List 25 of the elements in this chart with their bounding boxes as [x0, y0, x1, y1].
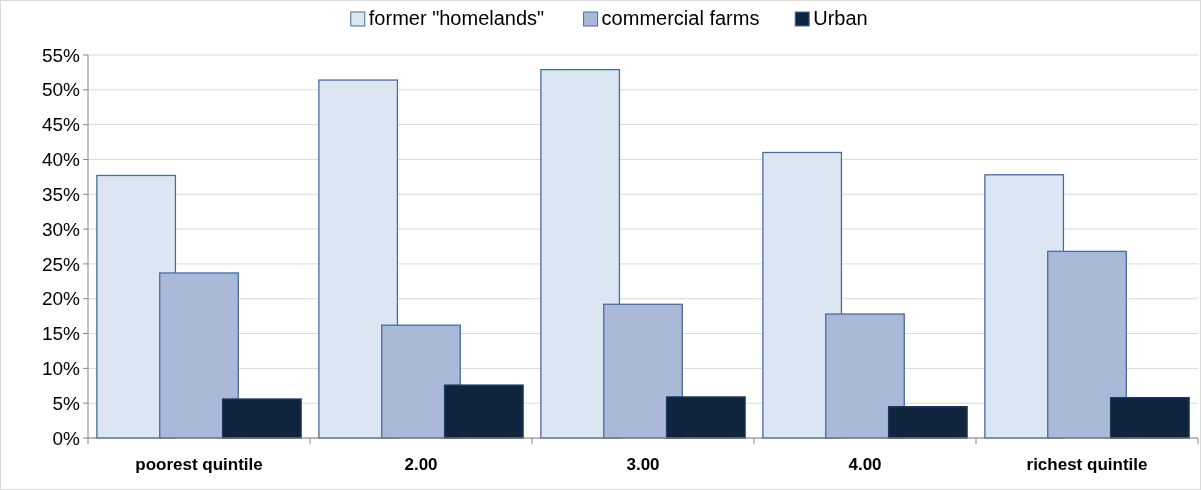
- y-tick-label: 45%: [41, 114, 81, 136]
- y-tick-label: 35%: [41, 183, 81, 205]
- x-tick-label: richest quintile: [1026, 455, 1148, 474]
- bar: [665, 396, 746, 439]
- y-tick-label: 50%: [41, 79, 81, 101]
- bar: [443, 384, 524, 439]
- legend-label: former "homelands": [368, 7, 545, 29]
- bar: [221, 398, 302, 439]
- y-tick-label: 20%: [41, 288, 81, 310]
- y-tick-label: 40%: [41, 149, 81, 171]
- y-tick-label: 0%: [52, 427, 81, 449]
- y-tick-label: 25%: [41, 253, 81, 275]
- y-tick-label: 30%: [41, 218, 81, 240]
- x-tick-label: poorest quintile: [135, 455, 263, 474]
- y-tick-label: 55%: [41, 44, 81, 66]
- y-tick-label: 10%: [41, 358, 81, 380]
- x-tick-label: 4.00: [848, 455, 882, 474]
- bar: [887, 406, 968, 439]
- x-tick-label: 2.00: [404, 455, 438, 474]
- x-tick-label: 3.00: [626, 455, 660, 474]
- y-tick-label: 5%: [52, 392, 81, 414]
- y-tick-label: 15%: [41, 323, 81, 345]
- legend-label: Urban: [813, 7, 868, 29]
- bar: [1109, 396, 1190, 439]
- legend-label: commercial farms: [601, 7, 760, 29]
